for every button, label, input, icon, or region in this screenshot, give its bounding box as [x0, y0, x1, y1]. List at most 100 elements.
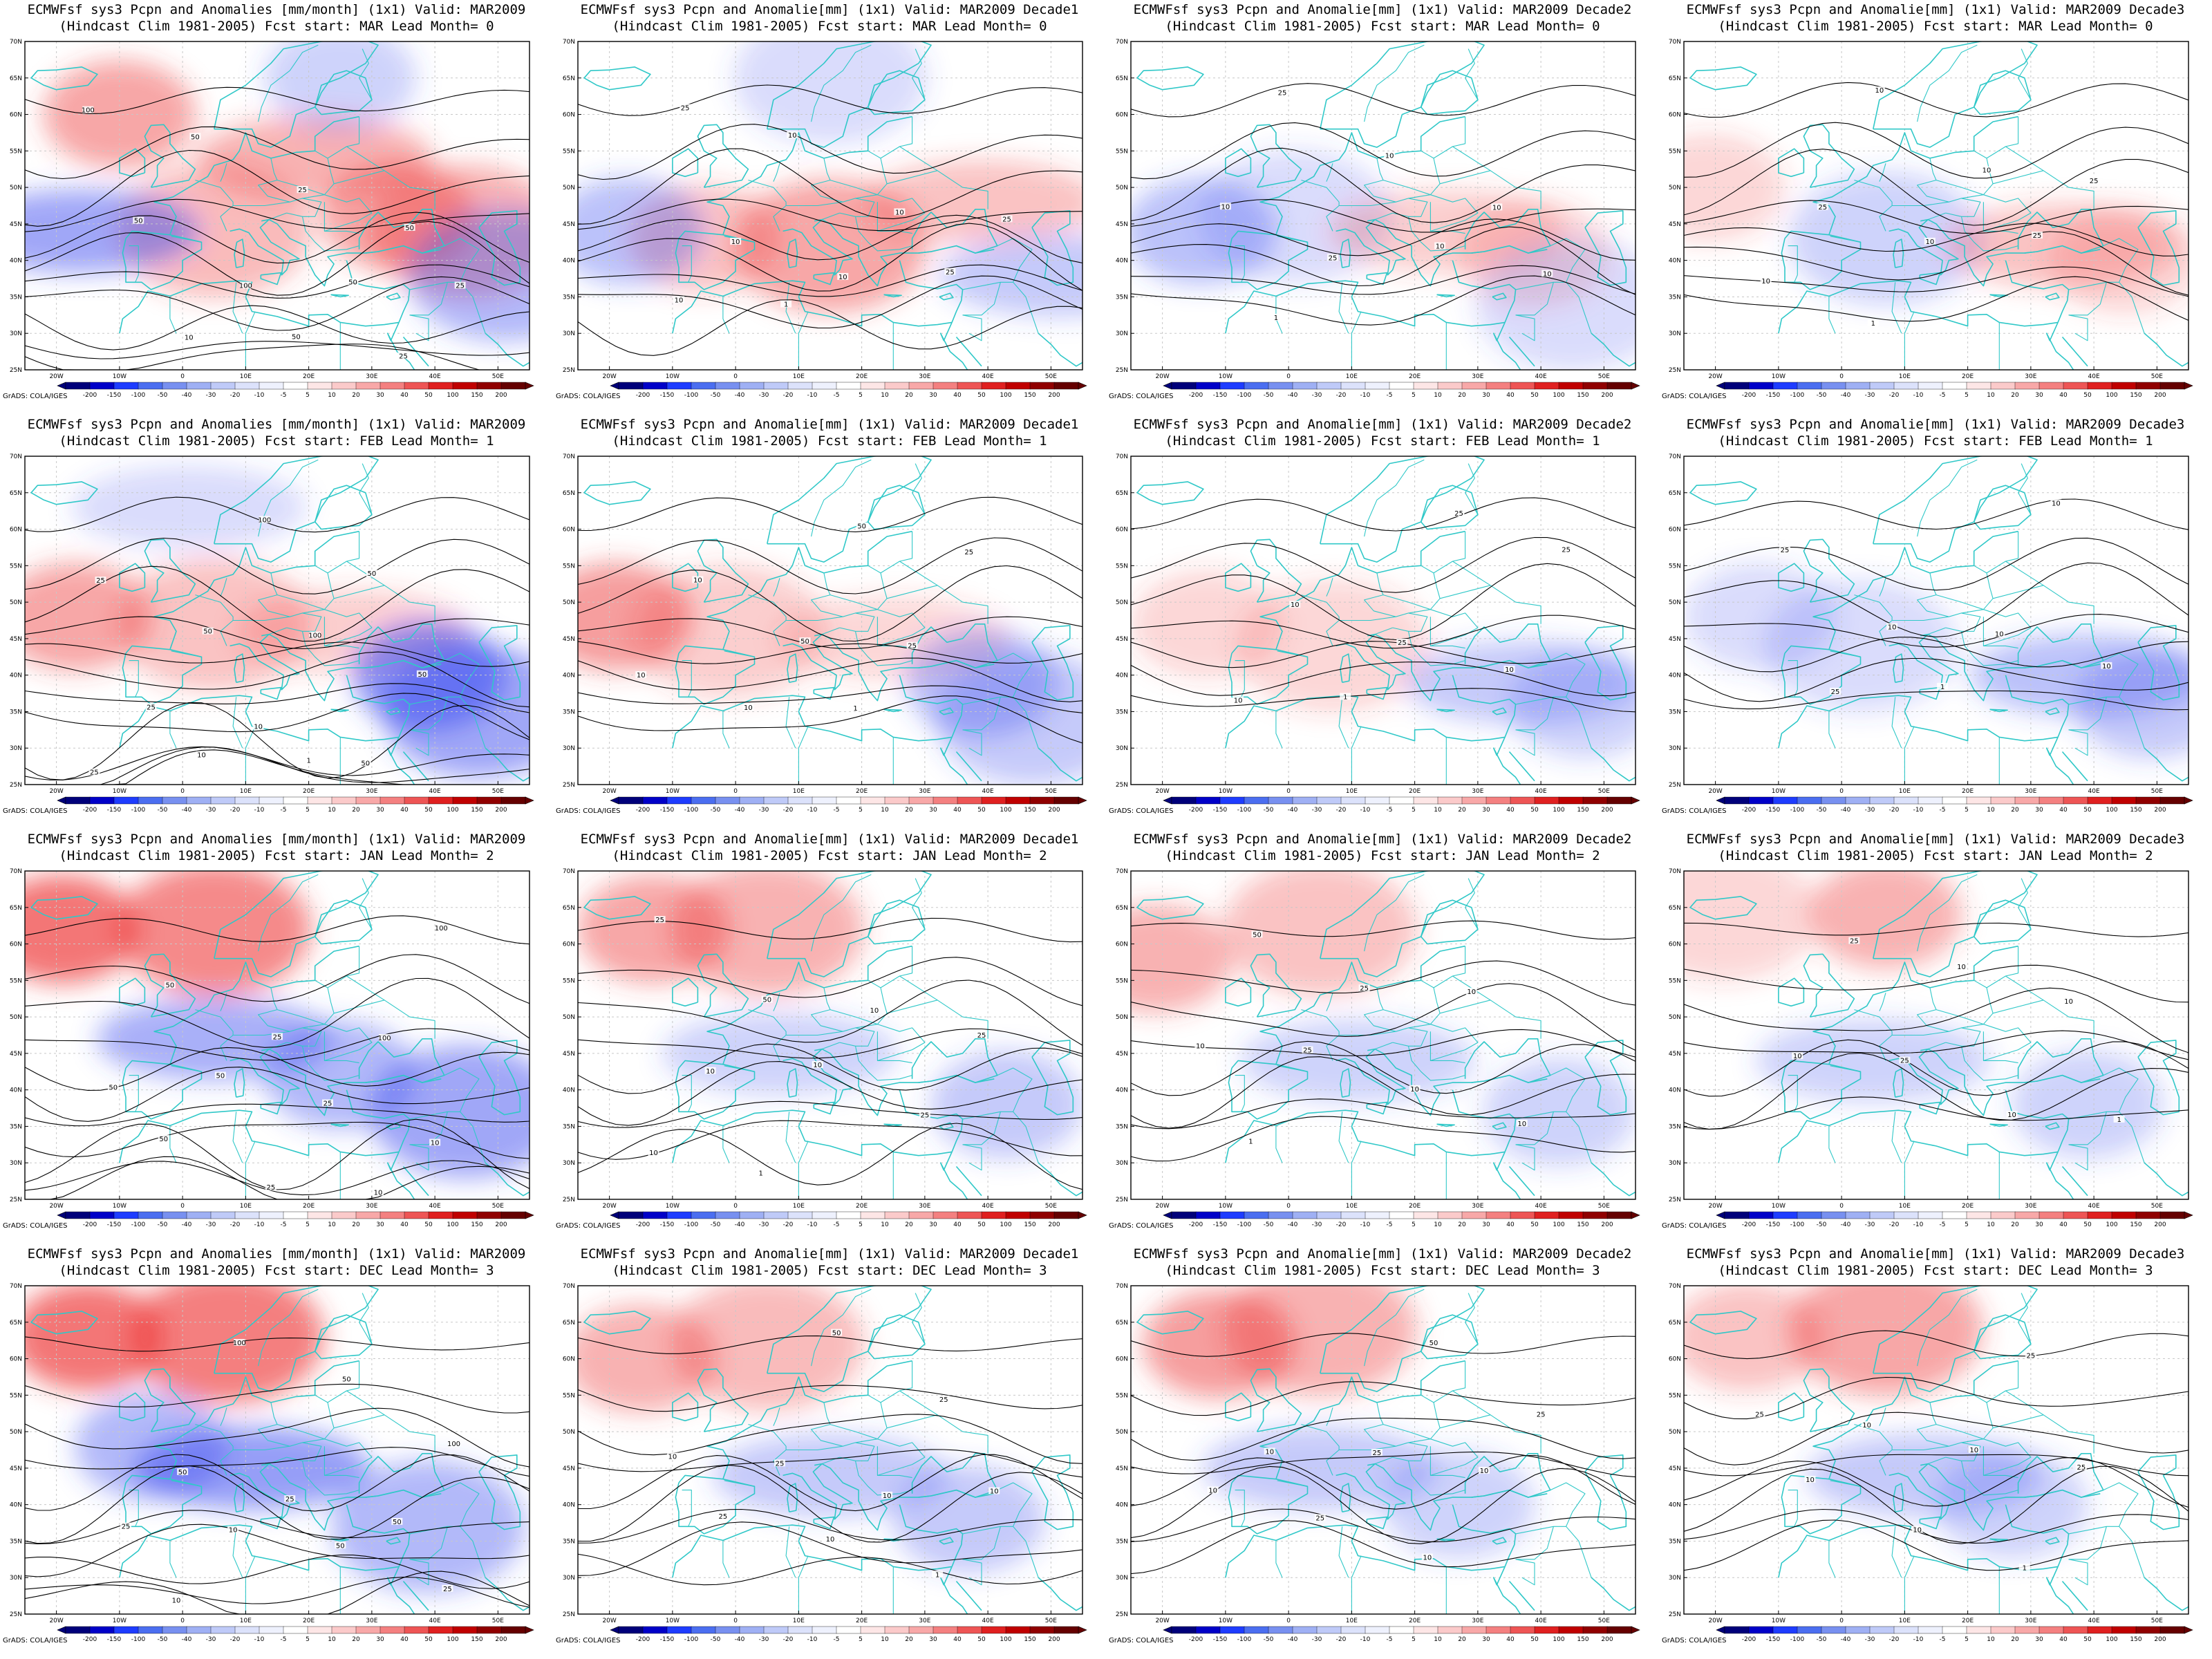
latitude-tick-label: 40N — [10, 1087, 22, 1094]
country-border — [1338, 282, 1349, 334]
contour-line — [1131, 1508, 1635, 1543]
country-border — [1351, 1555, 1362, 1614]
colorbar-label: 10 — [1434, 1221, 1442, 1228]
country-border — [785, 1112, 796, 1163]
coastline — [2005, 260, 2070, 323]
colorbar-label: 100 — [447, 807, 458, 814]
country-border — [1983, 1024, 2032, 1061]
country-border — [409, 729, 429, 756]
country-border — [724, 1480, 755, 1487]
colorbar-label: 20 — [905, 1221, 913, 1228]
longitude-tick-label: 10W — [666, 373, 679, 380]
colorbar-swatch — [1918, 382, 1943, 390]
colorbar-label: 50 — [977, 392, 986, 399]
colorbar-label: 50 — [424, 1636, 433, 1643]
coastline — [939, 1566, 968, 1614]
contour-line — [25, 1454, 529, 1512]
country-border — [830, 980, 888, 1025]
latitude-tick-label: 70N — [1669, 868, 1681, 875]
contour-label: 10 — [870, 1007, 879, 1015]
negative-anomaly-area — [578, 177, 704, 285]
colorbar-swatch — [908, 1211, 934, 1219]
country-border — [232, 1112, 243, 1163]
longitude-tick-label: 30E — [1472, 1203, 1483, 1210]
map-panel: ECMWFsf sys3 Pcpn and Anomalie[mm] (1x1)… — [1659, 830, 2212, 1244]
coastline — [2061, 751, 2088, 782]
coastline — [234, 1068, 245, 1098]
country-border — [1452, 1390, 1491, 1416]
colorbar-swatch — [234, 1626, 260, 1634]
contour-line — [1131, 275, 1635, 326]
coastline — [386, 707, 401, 715]
coastline — [1689, 896, 1757, 920]
colorbar-swatch — [452, 382, 478, 390]
colorbar-label: 5 — [859, 392, 863, 399]
coastline — [1136, 66, 1204, 91]
colorbar-label: 50 — [2083, 1636, 2092, 1643]
coastline — [1228, 645, 1309, 705]
contour-line — [578, 685, 1082, 713]
coastline — [1508, 751, 1535, 782]
colorbar-label: 200 — [2154, 392, 2166, 399]
coastline — [1989, 709, 2008, 713]
contour-line — [1684, 1030, 2188, 1060]
colorbar-swatch — [642, 1211, 668, 1219]
contour-label: 10 — [1467, 988, 1476, 996]
colorbar-swatch — [2159, 1626, 2185, 1634]
contour-line — [1684, 1330, 2188, 1360]
coastline — [2144, 332, 2188, 367]
contour-line — [25, 1156, 529, 1199]
colorbar-label: -200 — [1189, 1221, 1203, 1228]
contour-line — [1684, 690, 2188, 711]
map-panel: ECMWFsf sys3 Pcpn and Anomalie[mm] (1x1)… — [1106, 830, 1659, 1244]
contour-label: 25 — [1850, 938, 1859, 946]
colorbar-label: -10 — [807, 807, 818, 814]
contour-label: 25 — [285, 1496, 294, 1503]
country-border — [258, 1402, 290, 1447]
coastline — [1038, 332, 1082, 367]
coastline — [1038, 1577, 1082, 1611]
colorbar-swatch — [884, 1211, 910, 1219]
coastline — [939, 292, 954, 301]
longitude-tick-label: 20E — [1409, 373, 1421, 380]
coastline — [1038, 747, 1082, 782]
colorbar-swatch — [860, 1211, 885, 1219]
negative-anomaly-area — [1789, 172, 1983, 305]
coastline — [30, 481, 98, 505]
country-border — [854, 1046, 912, 1081]
country-border — [1830, 236, 1861, 243]
colorbar-swatch — [1292, 796, 1318, 805]
country-border — [1927, 212, 1946, 221]
map-frame — [24, 1285, 530, 1615]
latitude-tick-label: 45N — [1669, 636, 1681, 643]
colorbar-swatch — [1029, 1626, 1055, 1634]
colorbar-label: -200 — [1742, 807, 1756, 814]
coastline — [144, 953, 196, 1018]
contour-label: 50 — [159, 1136, 168, 1143]
longitude-tick-label: 0 — [180, 788, 185, 795]
contour-label: 25 — [939, 1396, 948, 1404]
country-border — [748, 180, 787, 232]
latitude-tick-label: 45N — [10, 636, 22, 643]
country-border — [409, 282, 448, 316]
coastline — [153, 945, 359, 1065]
colorbar-swatch — [860, 382, 885, 390]
contour-line — [25, 1118, 529, 1190]
colorbar-label: 10 — [328, 392, 336, 399]
country-border — [1917, 1402, 1949, 1447]
colorbar-swatch — [836, 1211, 861, 1219]
map-plot: 5025102510102510170N65N60N55N50N45N40N35… — [563, 1283, 1087, 1643]
coastline — [1919, 1516, 1941, 1530]
colorbar-label: 150 — [471, 807, 482, 814]
coastline — [1778, 695, 2059, 749]
colorbar-swatch — [89, 1211, 115, 1219]
country-border — [880, 531, 913, 574]
latitude-tick-label: 55N — [10, 977, 22, 984]
colorbar-label: 5 — [859, 1636, 863, 1643]
colorbar-swatch — [1053, 796, 1079, 805]
coastline — [2061, 1165, 2088, 1197]
contour-label: 10 — [185, 334, 194, 341]
colorbar-label: 20 — [352, 1221, 360, 1228]
contour-label: 25 — [977, 1032, 986, 1040]
